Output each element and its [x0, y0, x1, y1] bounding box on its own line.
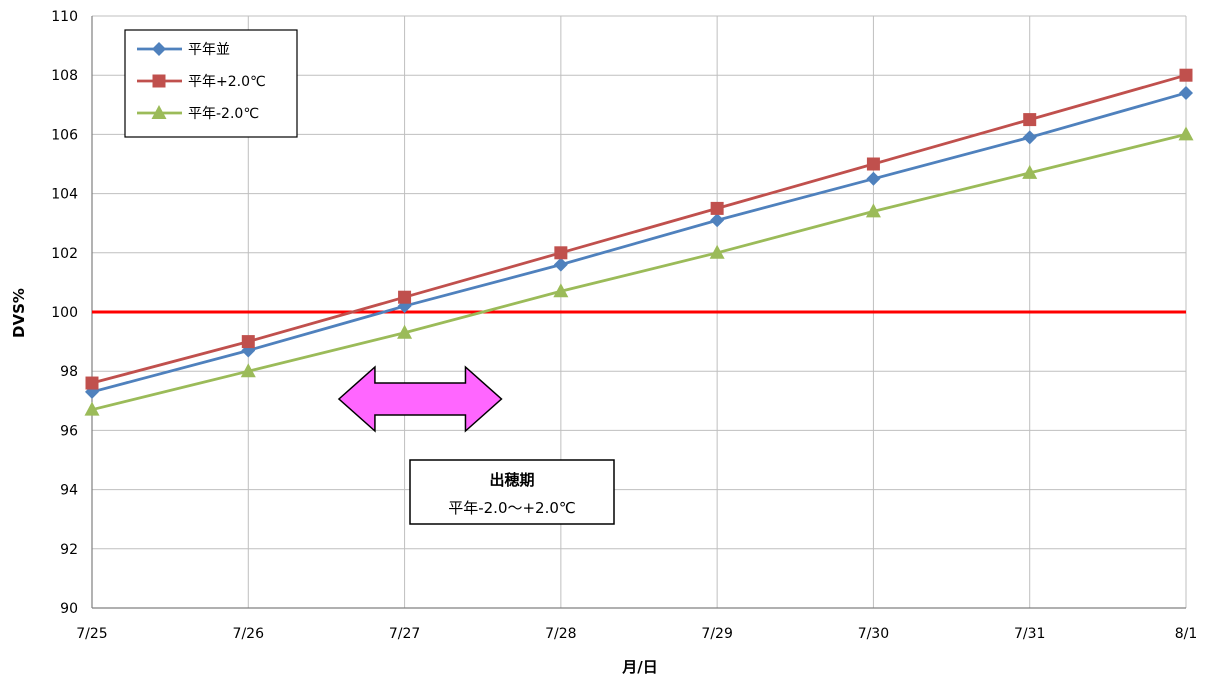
y-tick-labels: 90 92 94 96 98 100 102 104 106 108 110: [51, 9, 78, 617]
x-tick-labels: 7/25 7/26 7/27 7/28 7/29 7/30 7/31 8/1: [76, 626, 1197, 642]
y-tick-label: 90: [60, 601, 78, 617]
y-tick-label: 102: [51, 246, 78, 262]
series-group: [84, 68, 1194, 416]
data-point: [709, 244, 725, 259]
data-point: [866, 171, 881, 186]
legend-label: 平年並: [188, 42, 230, 58]
x-tick-label: 7/29: [701, 626, 732, 642]
data-point: [85, 376, 99, 390]
y-tick-label: 98: [60, 364, 78, 380]
x-tick-label: 7/30: [858, 626, 889, 642]
data-point: [865, 203, 881, 218]
legend-marker: [151, 105, 167, 119]
annotation-box: 出穂期 平年-2.0～+2.0℃: [409, 459, 615, 525]
legend-marker: [152, 42, 166, 56]
y-tick-label: 94: [60, 483, 78, 499]
y-tick-label: 96: [60, 423, 78, 439]
x-tick-label: 7/26: [233, 626, 265, 642]
annotation-line-1: 出穂期: [489, 471, 534, 489]
data-point: [398, 290, 412, 304]
data-point: [1179, 85, 1193, 100]
y-tick-label: 104: [51, 187, 78, 203]
x-axis-title: 月/日: [621, 658, 657, 676]
data-point: [84, 401, 100, 416]
data-point: [554, 246, 568, 260]
legend-marker: [152, 74, 166, 88]
data-point: [1023, 113, 1037, 127]
data-point: [1022, 164, 1038, 179]
data-point: [1178, 126, 1194, 141]
y-tick-label: 100: [51, 305, 78, 321]
data-point: [553, 257, 568, 272]
data-point: [241, 335, 255, 349]
series-1: [85, 68, 1193, 390]
x-tick-label: 7/25: [76, 626, 107, 642]
x-tick-label: 7/31: [1014, 626, 1045, 642]
data-point: [710, 213, 725, 228]
x-tick-label: 7/28: [545, 626, 576, 642]
data-point: [553, 283, 569, 298]
x-tick-label: 8/1: [1175, 626, 1198, 642]
series-line: [91, 73, 1187, 385]
series-line: [91, 91, 1187, 394]
series-0: [85, 85, 1193, 399]
series-line: [91, 133, 1187, 412]
data-point: [397, 324, 413, 339]
series-2: [84, 126, 1194, 416]
data-point: [866, 157, 880, 171]
annotation-line-2: 平年-2.0～+2.0℃: [448, 499, 576, 517]
annotation-frame: [409, 459, 615, 525]
legend-label: 平年+2.0℃: [188, 74, 266, 90]
legend-label: 平年-2.0℃: [188, 106, 259, 122]
y-tick-label: 110: [51, 9, 78, 25]
y-axis-title: DVS%: [10, 288, 28, 338]
y-tick-label: 108: [51, 68, 78, 84]
double-arrow-icon: [337, 365, 503, 433]
y-tick-label: 92: [60, 542, 78, 558]
y-tick-label: 106: [51, 127, 78, 143]
data-point: [710, 201, 724, 215]
x-tick-label: 7/27: [389, 626, 420, 642]
data-point: [1179, 68, 1193, 82]
data-point: [1022, 130, 1037, 145]
data-point: [240, 363, 256, 378]
